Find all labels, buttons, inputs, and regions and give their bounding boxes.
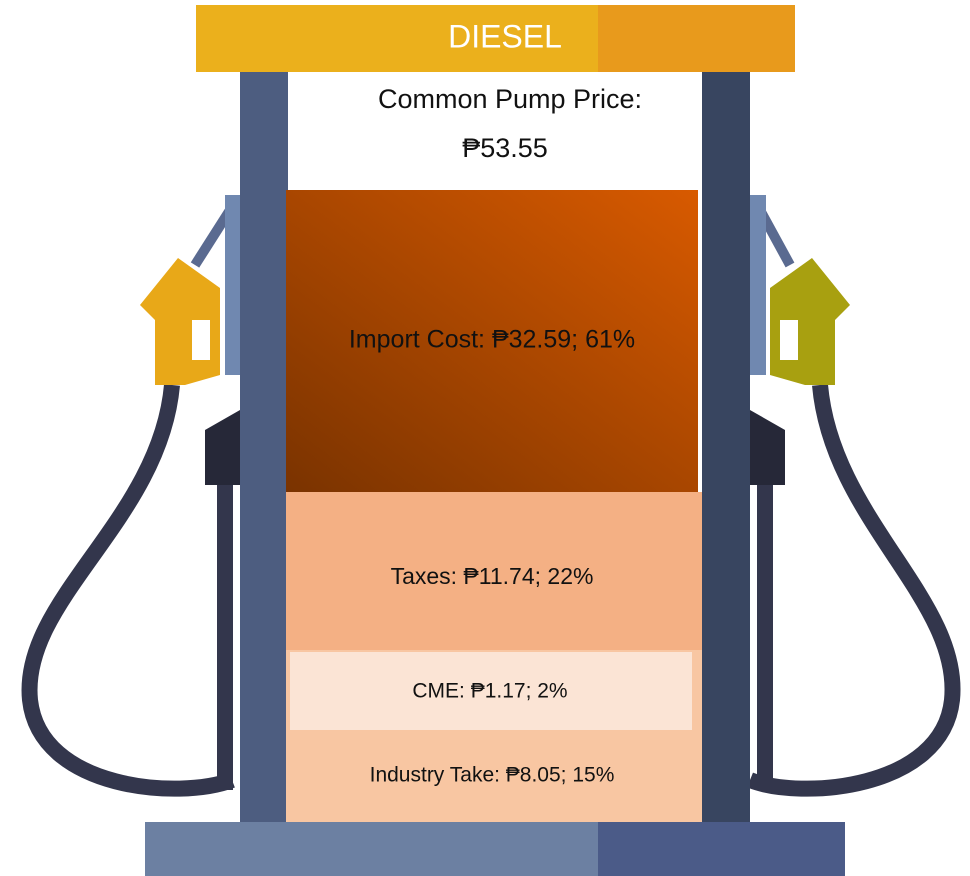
segment-label: Industry Take: ₱8.05; 15% — [370, 764, 615, 787]
right-holder — [750, 410, 785, 485]
page: DIESEL Common Pump Price: ₱53.55 Import … — [0, 0, 970, 876]
banner-right — [598, 5, 795, 72]
fuel-pump-infographic: DIESEL Common Pump Price: ₱53.55 Import … — [0, 0, 970, 876]
base-right — [598, 822, 845, 876]
left-holder — [205, 410, 240, 485]
title: DIESEL — [448, 18, 562, 54]
left-hose — [29, 385, 232, 789]
left-nozzle-arm — [195, 210, 230, 265]
segment-label: Taxes: ₱11.74; 22% — [391, 563, 594, 589]
right-pillar — [702, 72, 750, 824]
base-left — [145, 822, 598, 876]
segment-label: CME: ₱1.17; 2% — [412, 680, 567, 703]
right-holster — [748, 195, 766, 375]
left-nozzle — [140, 258, 220, 385]
price-value: ₱53.55 — [462, 133, 548, 163]
left-pillar — [240, 72, 288, 824]
price-label: Common Pump Price: — [378, 84, 642, 114]
right-nozzle — [770, 258, 850, 385]
segment-label: Import Cost: ₱32.59; 61% — [349, 326, 635, 354]
